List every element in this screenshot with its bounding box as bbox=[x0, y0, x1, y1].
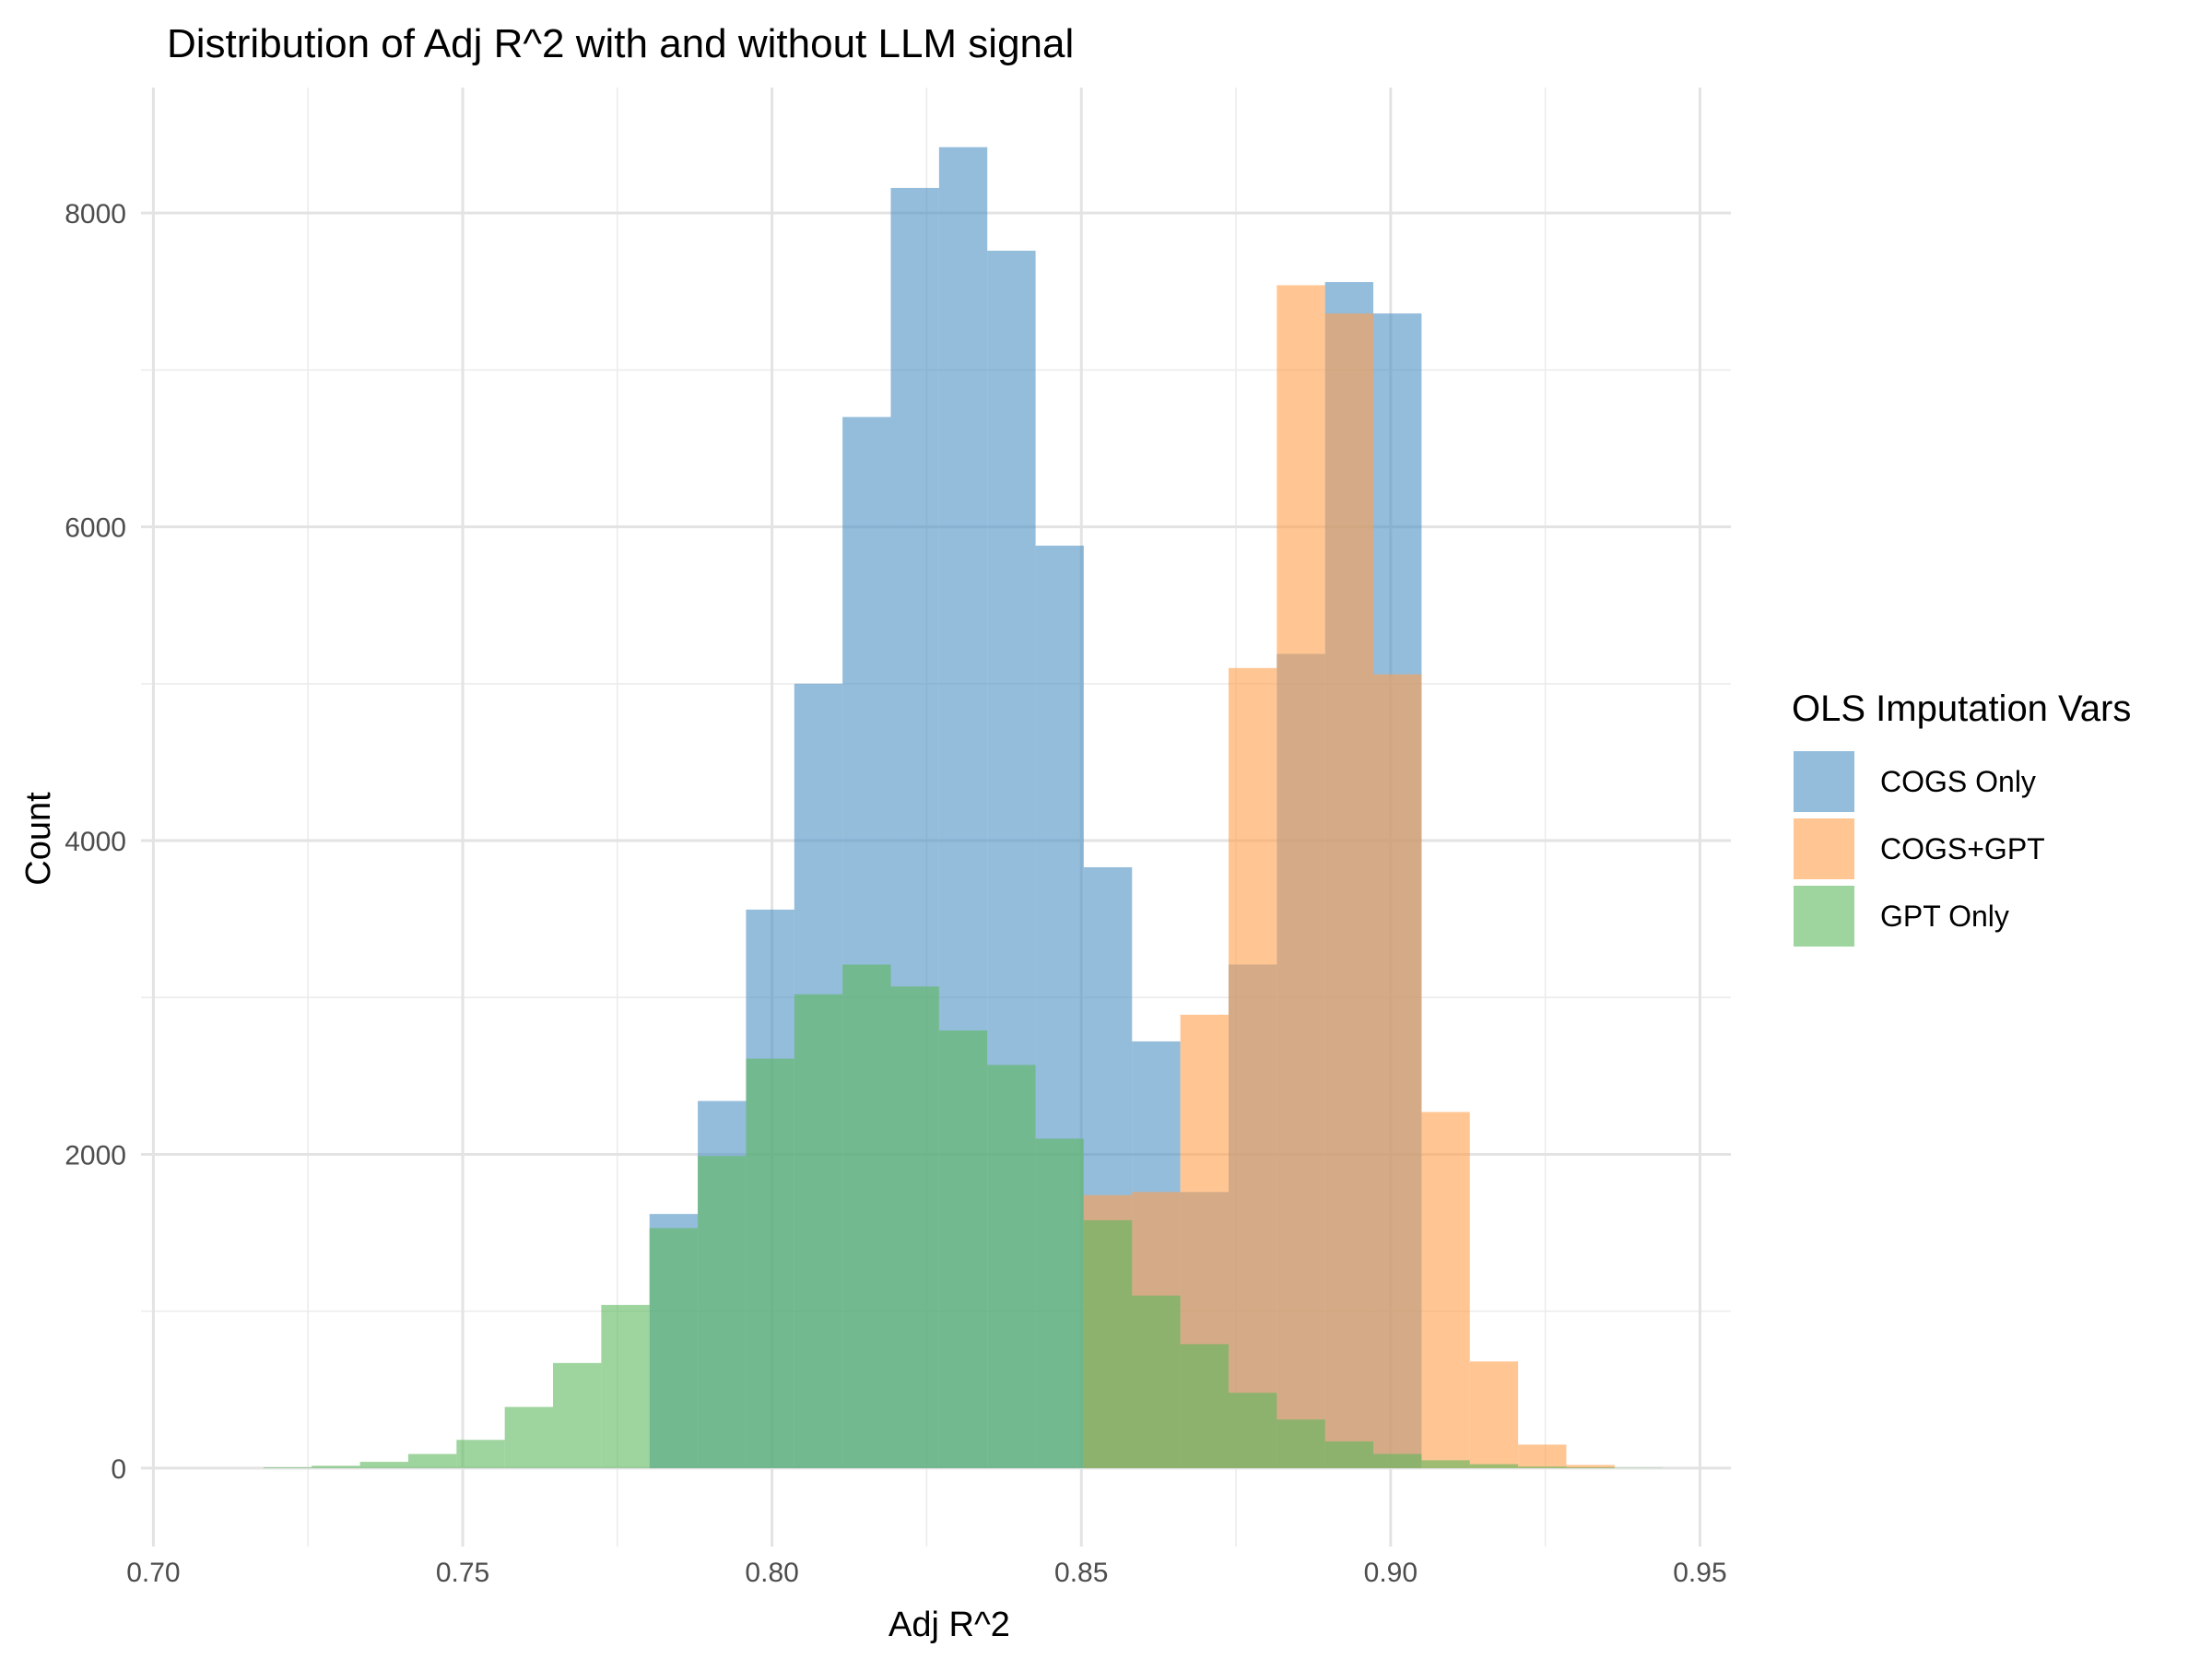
x-tick-label: 0.95 bbox=[1673, 1558, 1726, 1588]
bar-gpt-only bbox=[1228, 1393, 1277, 1468]
legend-key-gpt-only bbox=[1794, 886, 1854, 947]
bar-cogs-gpt bbox=[1277, 285, 1325, 1468]
y-axis-label: Count bbox=[19, 792, 58, 886]
x-axis-label: Adj R^2 bbox=[888, 1606, 1010, 1644]
bar-cogs-gpt bbox=[1518, 1444, 1567, 1468]
legend-label-cogs-only: COGS Only bbox=[1880, 765, 2036, 798]
y-axis-ticks: 0 2000 4000 6000 8000 bbox=[65, 199, 126, 1485]
bar-cogs-gpt bbox=[1566, 1465, 1615, 1468]
bar-gpt-only bbox=[1518, 1466, 1567, 1468]
y-tick-label: 2000 bbox=[65, 1140, 126, 1171]
bar-gpt-only bbox=[987, 1065, 1036, 1468]
legend-items: COGS Only COGS+GPT GPT Only bbox=[1794, 751, 2045, 947]
bar-gpt-only bbox=[938, 1030, 988, 1468]
bar-gpt-only bbox=[312, 1465, 360, 1468]
x-tick-label: 0.80 bbox=[745, 1558, 798, 1588]
bar-cogs-gpt bbox=[1324, 313, 1374, 1468]
y-tick-label: 6000 bbox=[65, 513, 126, 544]
bar-cogs-gpt bbox=[1469, 1361, 1519, 1468]
y-tick-label: 0 bbox=[111, 1454, 126, 1485]
bar-gpt-only bbox=[359, 1462, 408, 1468]
bar-gpt-only bbox=[1421, 1460, 1470, 1468]
bar-gpt-only bbox=[263, 1467, 312, 1468]
bar-gpt-only bbox=[504, 1406, 554, 1468]
bar-cogs-gpt bbox=[1421, 1112, 1470, 1468]
x-tick-label: 0.75 bbox=[436, 1558, 489, 1588]
x-tick-label: 0.90 bbox=[1364, 1558, 1418, 1588]
bar-gpt-only bbox=[1469, 1464, 1519, 1468]
bar-gpt-only bbox=[407, 1453, 457, 1468]
legend-key-cogs-gpt bbox=[1794, 818, 1854, 879]
bar-cogs-gpt bbox=[1228, 667, 1277, 1468]
bar-gpt-only bbox=[890, 986, 939, 1468]
bar-gpt-only bbox=[842, 964, 891, 1468]
x-tick-label: 0.70 bbox=[126, 1558, 180, 1588]
bar-gpt-only bbox=[1373, 1453, 1422, 1468]
x-tick-label: 0.85 bbox=[1054, 1558, 1108, 1588]
bar-gpt-only bbox=[1180, 1344, 1229, 1468]
bar-gpt-only bbox=[1324, 1441, 1374, 1468]
bar-gpt-only bbox=[698, 1156, 747, 1468]
bar-gpt-only bbox=[1132, 1295, 1181, 1468]
bar-gpt-only bbox=[1566, 1467, 1615, 1468]
y-tick-label: 4000 bbox=[65, 827, 126, 857]
legend-label-cogs-gpt: COGS+GPT bbox=[1880, 832, 2045, 865]
x-axis-ticks: 0.70 0.75 0.80 0.85 0.90 0.95 bbox=[126, 1558, 1726, 1588]
histogram-bars bbox=[263, 147, 1664, 1468]
legend-title: OLS Imputation Vars bbox=[1792, 688, 2131, 729]
bar-gpt-only bbox=[1035, 1138, 1084, 1468]
bar-gpt-only bbox=[1083, 1219, 1133, 1468]
bar-gpt-only bbox=[601, 1304, 650, 1468]
bar-gpt-only bbox=[794, 994, 843, 1468]
legend: OLS Imputation Vars COGS Only COGS+GPT GPT… bbox=[1792, 688, 2131, 947]
bar-gpt-only bbox=[456, 1440, 505, 1468]
bar-gpt-only bbox=[1277, 1419, 1325, 1468]
bar-cogs-gpt bbox=[1373, 674, 1422, 1468]
legend-label-gpt-only: GPT Only bbox=[1880, 900, 2009, 933]
bar-gpt-only bbox=[746, 1058, 794, 1468]
y-tick-label: 8000 bbox=[65, 199, 126, 229]
bar-gpt-only bbox=[649, 1228, 699, 1468]
legend-key-cogs-only bbox=[1794, 751, 1854, 812]
bar-gpt-only bbox=[553, 1362, 602, 1468]
chart-title: Distribution of Adj R^2 with and without… bbox=[167, 21, 1074, 66]
